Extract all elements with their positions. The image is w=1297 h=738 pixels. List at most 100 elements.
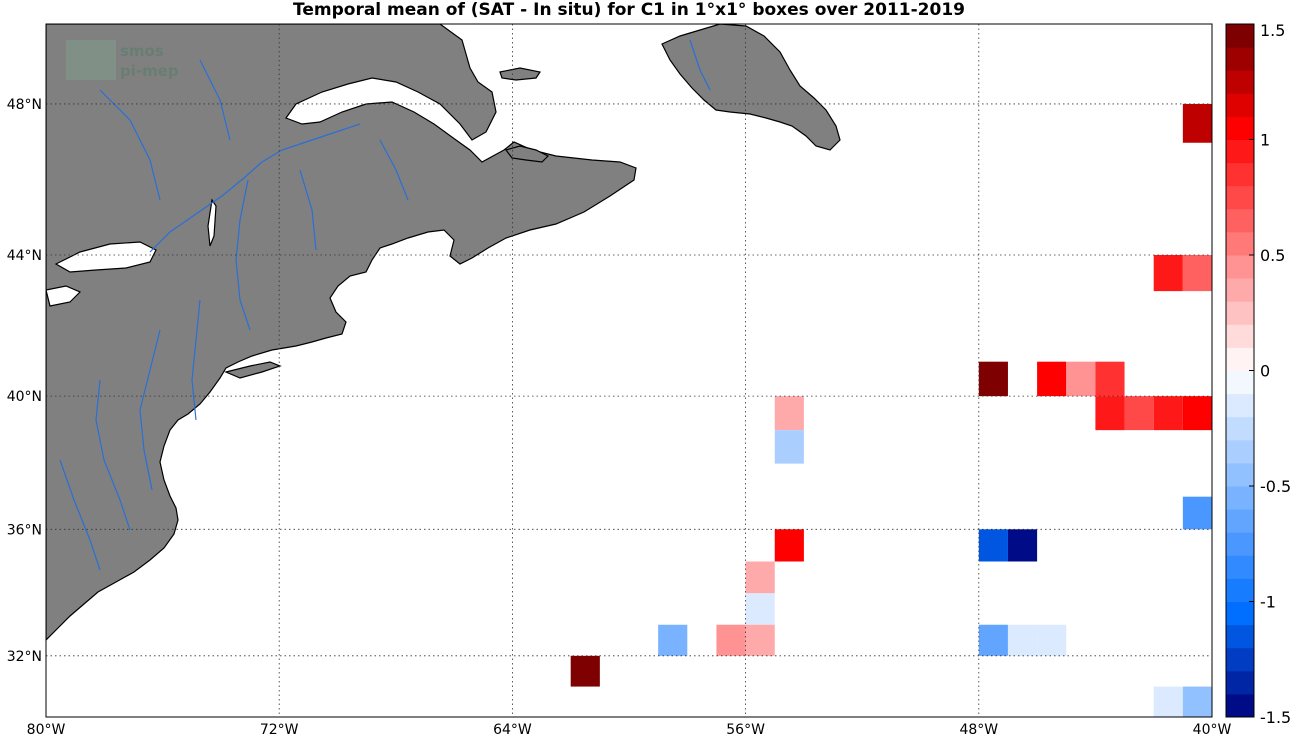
colorbar-segment [1226,324,1254,348]
colorbar-segment [1226,255,1254,279]
colorbar-segment [1226,301,1254,325]
longitude-label: 64°W [493,722,532,738]
data-cell [1124,396,1154,431]
latitude-labels: 32°N 36°N 40°N 44°N 48°N [7,97,42,665]
river [59,459,101,571]
colorbar-segment [1226,439,1254,464]
latitude-label: 32°N [7,649,42,665]
data-cell [1182,686,1212,717]
colorbar-segment [1226,231,1254,256]
colorbar-segment [1226,578,1254,602]
data-cell [745,593,775,625]
colorbar-segment [1226,532,1254,556]
data-cell [978,529,1008,562]
long-island [224,361,282,379]
river [191,299,201,421]
colorbar-segment [1226,24,1254,48]
river [99,89,161,201]
data-cell [774,529,804,562]
data-cell [1007,529,1038,562]
colorbar-segment [1226,139,1254,164]
longitude-label: 72°W [260,722,299,738]
colorbar-tick-label: 0.5 [1260,246,1285,265]
colorbar-segment [1226,624,1254,649]
colorbar-segment [1226,370,1254,395]
data-cell [774,396,804,431]
data-cell [1007,624,1038,656]
data-cell [1182,496,1212,530]
colorbar-segment [1226,555,1254,579]
latitude-label: 48°N [7,97,42,113]
longitude-labels: 80°W 72°W 64°W 56°W 48°W 40°W [27,722,1232,738]
data-cell [1153,254,1183,292]
colorbar-segment [1226,208,1254,233]
colorbar-segment [1226,162,1254,187]
data-cell [1182,103,1212,143]
colorbar-tick-label: -1 [1260,593,1276,612]
prince-edward-island [504,145,550,163]
colorbar-segment [1226,416,1254,441]
data-cell [716,624,746,656]
colorbar [1225,23,1255,718]
colorbar-segment [1226,278,1254,302]
colorbar-segment [1226,647,1254,672]
svg-text:smos: smos [120,42,164,60]
river [689,39,711,91]
colorbar-labels: 1.5 1 0.5 0 -0.5 -1 -1.5 [1249,21,1291,727]
colorbar-segment [1226,347,1254,371]
colorbar-tick-label: 1.5 [1260,21,1285,40]
colorbar-segment [1226,509,1254,533]
svg-text:pi-mep: pi-mep [120,62,179,80]
anticosti-island [499,67,541,81]
colorbar-segment [1226,47,1254,71]
rivers-layer [59,39,711,571]
plot-frame [45,23,1213,718]
colorbar-segment [1226,116,1254,140]
data-cell [1153,686,1183,717]
colorbar-tick-label: -1.5 [1260,708,1291,727]
river [139,329,161,491]
data-cell [658,624,688,656]
colorbar-segment [1226,462,1254,487]
lake-erie [46,285,82,307]
colorbar-tick-label: -0.5 [1260,477,1291,496]
colorbar-segment [1226,393,1254,418]
river [95,379,131,531]
colorbar-segment [1226,93,1254,117]
data-cell [1037,361,1067,397]
data-cell [978,361,1008,397]
longitude-label: 56°W [726,722,765,738]
st-lawrence-river [149,123,361,253]
data-cell [745,561,775,594]
data-cell [1037,624,1067,656]
lake-champlain [207,198,217,247]
colorbar-segment [1226,185,1254,210]
colorbar-segment [1226,486,1254,510]
data-cells [570,103,1212,717]
longitude-label: 80°W [27,722,66,738]
river [299,169,317,251]
data-cell [570,655,600,687]
colorbar-segment [1226,693,1254,718]
graticule [46,24,1212,717]
longitude-label: 48°W [959,722,998,738]
colorbar-segment [1226,70,1254,94]
data-cell [774,430,804,464]
colorbar-tick-label: 1 [1260,131,1270,150]
colorbar-tick-label: 0 [1260,362,1270,381]
map-title: Temporal mean of (SAT - In situ) for C1 … [293,0,965,20]
data-cell [978,624,1008,656]
colorbar-segment [1226,601,1254,626]
data-cell [1066,361,1096,397]
river [199,59,231,141]
north-america-landmass [46,24,637,641]
data-cell [745,624,775,656]
data-cell [1182,254,1212,292]
lake-ontario [54,241,157,273]
river [379,139,409,201]
data-cell [1095,361,1125,397]
land-layer [46,24,841,641]
latitude-label: 36°N [7,522,42,538]
latitude-label: 44°N [7,248,42,264]
